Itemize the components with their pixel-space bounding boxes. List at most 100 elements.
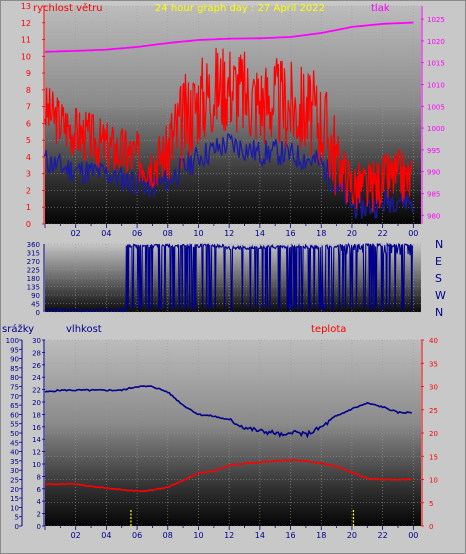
y-tick-label-humidity: 75 <box>10 384 19 392</box>
y-tick-label-humidity: 65 <box>10 402 19 410</box>
x-tick-label: 08 <box>163 229 173 238</box>
y-tick-label-humidity: 5 <box>15 514 19 522</box>
y-tick-label-direction: 45 <box>31 301 40 309</box>
y2-tick-label-temperature: 35 <box>429 360 438 368</box>
y2-tick-label-temperature: 5 <box>429 500 433 508</box>
y-tick-label-rain: 18 <box>32 411 41 419</box>
y2-tick-label-temperature: 30 <box>429 384 438 392</box>
y-tick-label-wind: 3 <box>26 170 31 179</box>
y-tick-label-humidity: 45 <box>10 439 19 447</box>
y2-tick-label-pressure: 1015 <box>427 60 445 68</box>
y-tick-label-humidity: 0 <box>15 523 19 531</box>
y-tick-label-humidity: 10 <box>10 504 19 512</box>
y2-tick-label-pressure: 1025 <box>427 16 445 24</box>
y-tick-label-humidity: 70 <box>10 393 19 401</box>
y2-tick-label-temperature: 10 <box>429 477 438 485</box>
y2-tick-label-pressure: 990 <box>427 169 440 177</box>
x-tick-label: 10 <box>193 531 203 540</box>
y-tick-label-rain: 30 <box>32 337 41 345</box>
x-tick-label: 04 <box>101 531 111 540</box>
y-tick-label-direction: 180 <box>27 275 40 283</box>
plot-area-temperature <box>45 340 421 526</box>
compass-label: W <box>435 289 446 302</box>
y-tick-label-wind: 5 <box>26 136 31 145</box>
x-tick-label: 12 <box>224 229 234 238</box>
x-tick-label: 18 <box>316 229 326 238</box>
y-tick-label-wind: 2 <box>26 186 31 195</box>
series-line-gust <box>44 132 414 219</box>
y-tick-label-direction: 135 <box>27 284 40 292</box>
legend-humidity: vlhkost <box>66 324 102 335</box>
y-tick-label-humidity: 50 <box>10 430 19 438</box>
x-tick-label: 10 <box>193 229 203 238</box>
compass-label: E <box>435 255 442 268</box>
series-line-wind <box>44 47 414 212</box>
compass-label: N <box>435 238 443 251</box>
y2-tick-label-pressure: 1020 <box>427 38 445 46</box>
x-tick-label: 02 <box>71 229 81 238</box>
y2-tick-label-temperature: 15 <box>429 453 438 461</box>
y2-tick-label-pressure: 1005 <box>427 103 445 111</box>
x-tick-label: 00 <box>408 531 418 540</box>
y-tick-label-rain: 0 <box>37 523 41 531</box>
x-tick-label: 14 <box>255 229 265 238</box>
x-tick-label: 14 <box>255 531 265 540</box>
x-tick-label: 00 <box>408 229 418 238</box>
x-tick-label: 16 <box>285 531 295 540</box>
y-tick-label-rain: 4 <box>37 498 42 506</box>
x-tick-label: 08 <box>163 531 173 540</box>
y-tick-label-rain: 2 <box>37 511 41 519</box>
y-tick-label-rain: 28 <box>32 349 41 357</box>
y-tick-label-rain: 12 <box>32 449 41 457</box>
y-tick-label-rain: 26 <box>32 362 41 370</box>
y-tick-label-humidity: 60 <box>10 411 19 419</box>
y-tick-label-direction: 90 <box>31 292 40 300</box>
y-tick-label-humidity: 85 <box>10 365 19 373</box>
y-tick-label-wind: 1 <box>26 203 31 212</box>
y-tick-label-rain: 10 <box>32 461 41 469</box>
y-tick-label-wind: 7 <box>26 103 31 112</box>
legend-pressure: tlak <box>371 3 390 14</box>
x-tick-label: 20 <box>347 229 357 238</box>
y-tick-label-rain: 6 <box>37 486 42 494</box>
y-tick-label-rain: 14 <box>32 436 41 444</box>
y-tick-label-humidity: 55 <box>10 421 19 429</box>
legend-temperature: teplota <box>311 324 346 335</box>
y2-tick-label-temperature: 20 <box>429 430 438 438</box>
y2-tick-label-pressure: 980 <box>427 212 440 220</box>
x-tick-label: 22 <box>378 229 388 238</box>
y-tick-label-humidity: 35 <box>10 458 19 466</box>
x-tick-label: 02 <box>71 531 81 540</box>
y-tick-label-direction: 225 <box>27 267 40 275</box>
y-tick-label-rain: 20 <box>32 399 41 407</box>
y2-tick-label-pressure: 995 <box>427 147 440 155</box>
legend-wind: rychlost větru <box>33 2 103 14</box>
y-tick-label-humidity: 80 <box>10 374 19 382</box>
y2-tick-label-pressure: 1000 <box>427 125 445 133</box>
compass-label: N <box>435 306 443 319</box>
y-tick-label-humidity: 100 <box>6 337 19 345</box>
y-tick-label-humidity: 30 <box>10 467 19 475</box>
y-tick-label-rain: 8 <box>37 473 41 481</box>
y-tick-label-humidity: 20 <box>10 486 19 494</box>
x-tick-label: 22 <box>378 531 388 540</box>
y-tick-label-wind: 13 <box>21 2 31 11</box>
y-tick-label-humidity: 25 <box>10 477 19 485</box>
y-tick-label-wind: 6 <box>26 119 31 128</box>
series-line-temperature <box>44 458 413 493</box>
y-tick-label-wind: 9 <box>26 69 31 78</box>
y-tick-label-wind: 4 <box>26 153 31 162</box>
y-tick-label-wind: 11 <box>21 36 31 45</box>
y-tick-label-humidity: 15 <box>10 495 19 503</box>
x-tick-label: 20 <box>347 531 357 540</box>
y-tick-label-direction: 270 <box>27 258 40 266</box>
y-tick-label-humidity: 95 <box>10 346 19 354</box>
y-tick-label-humidity: 90 <box>10 356 19 364</box>
x-tick-label: 16 <box>285 229 295 238</box>
y-tick-label-direction: 360 <box>27 241 40 249</box>
x-tick-label: 04 <box>101 229 111 238</box>
x-tick-label: 12 <box>224 531 234 540</box>
series-line-direction <box>44 242 414 313</box>
y-tick-label-humidity: 40 <box>10 449 19 457</box>
